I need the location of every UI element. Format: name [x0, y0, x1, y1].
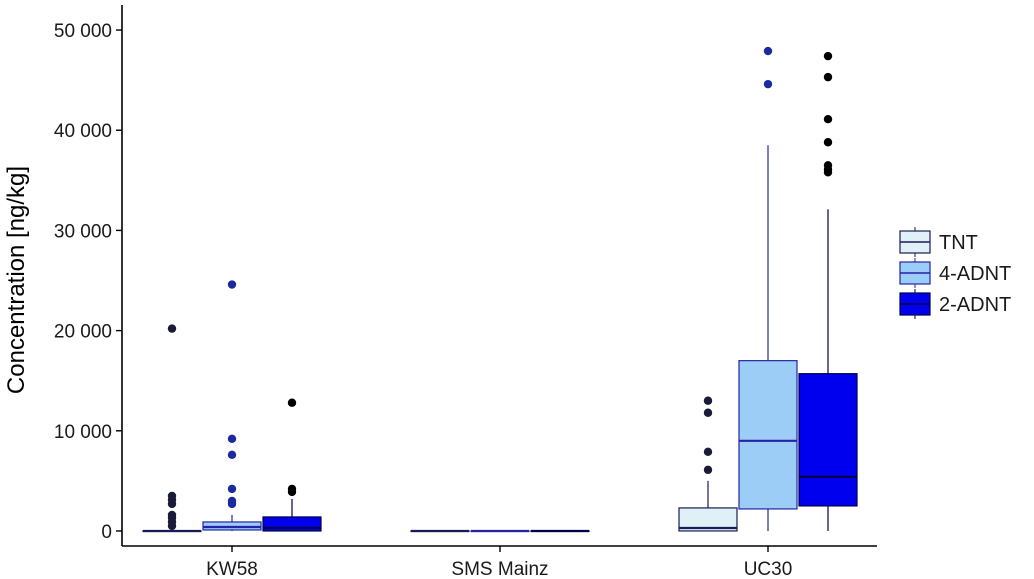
box-2-adnt-uc30 — [798, 51, 858, 531]
outlier-point — [167, 521, 177, 531]
box-iqr — [678, 507, 738, 532]
y-tick-label: 10 000 — [54, 422, 112, 443]
box-iqr — [738, 360, 798, 510]
outlier-point — [703, 465, 713, 475]
outlier-point — [227, 450, 237, 460]
outlier-point — [823, 168, 833, 177]
box-tnt-kw58 — [142, 324, 202, 533]
box-tnt-uc30 — [678, 396, 738, 532]
x-tick-label: KW58 — [206, 559, 258, 579]
box-2-adnt-sms-mainz — [530, 529, 590, 533]
legend: TNT 4-ADNT 2-ADNT — [899, 227, 1011, 319]
plot-area — [142, 46, 858, 533]
box-iqr — [798, 373, 858, 507]
outlier-point — [227, 499, 237, 509]
outlier-point — [227, 280, 237, 289]
outlier-point — [823, 138, 833, 147]
outlier-point — [287, 398, 297, 407]
y-tick-label: 40 000 — [54, 121, 112, 142]
y-tick-label: 0 — [101, 522, 112, 543]
legend-item-4-adnt: 4-ADNT — [899, 258, 1011, 288]
outlier-point — [703, 447, 713, 457]
legend-label: 4-ADNT — [939, 263, 1011, 285]
outlier-point — [763, 46, 773, 56]
box-4-adnt-kw58 — [202, 280, 262, 531]
outlier-point — [823, 51, 833, 61]
outlier-point — [287, 487, 297, 497]
y-axis-title: Concentration [ng/kg] — [3, 166, 30, 394]
y-tick-label: 30 000 — [54, 221, 112, 242]
legend-label: TNT — [939, 232, 978, 254]
x-tick-label: SMS Mainz — [451, 559, 548, 579]
outlier-point — [227, 434, 237, 444]
x-axis: KW58 SMS Mainz UC30 — [122, 545, 877, 579]
outlier-point — [167, 324, 177, 333]
y-axis: 0 10 000 20 000 30 000 40 000 50 000 — [54, 5, 123, 546]
outlier-point — [823, 115, 833, 124]
outlier-point — [703, 408, 713, 417]
legend-label: 2-ADNT — [939, 294, 1011, 316]
box-2-adnt-kw58 — [262, 398, 322, 532]
legend-item-2-adnt: 2-ADNT — [899, 289, 1011, 319]
box-4-adnt-sms-mainz — [470, 529, 530, 533]
outlier-point — [227, 484, 237, 494]
outlier-point — [823, 72, 833, 82]
outlier-point — [763, 79, 773, 89]
y-tick-label: 20 000 — [54, 322, 112, 343]
legend-item-tnt: TNT — [899, 227, 978, 257]
x-tick-label: UC30 — [744, 559, 793, 579]
y-tick-label: 50 000 — [54, 21, 112, 42]
outlier-point — [703, 396, 713, 405]
outlier-point — [167, 499, 177, 509]
box-tnt-sms-mainz — [410, 529, 470, 533]
box-4-adnt-uc30 — [738, 46, 798, 531]
